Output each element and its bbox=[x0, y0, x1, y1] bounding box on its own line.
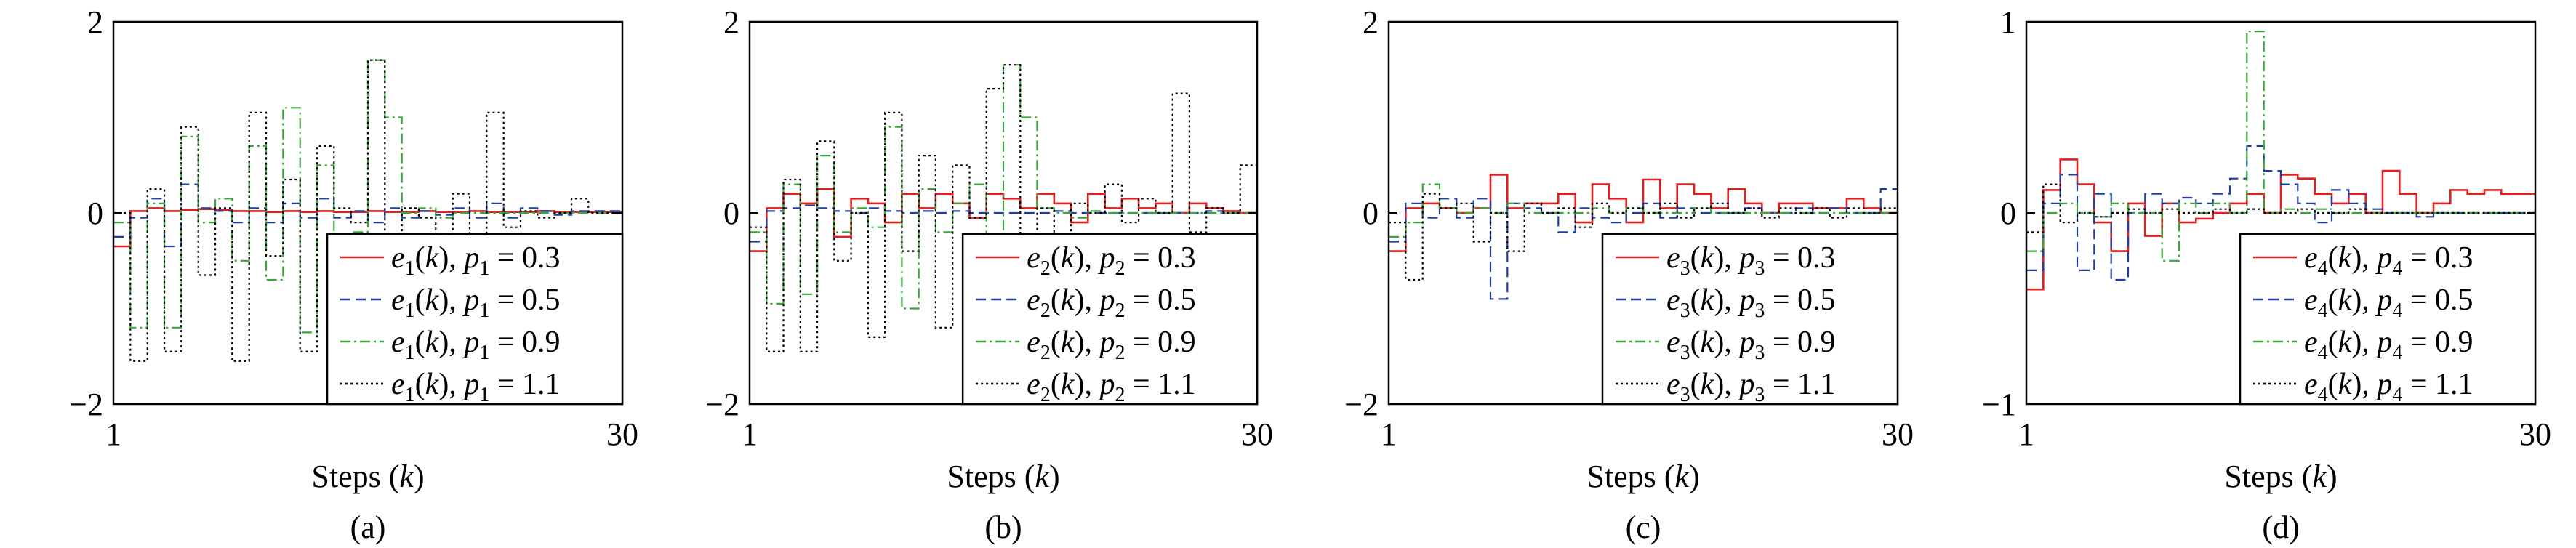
legend-entry: e2(k), p2 = 1.1 bbox=[1027, 368, 1196, 406]
subfigure-caption: (d) bbox=[2262, 509, 2299, 545]
legend-entry: e2(k), p2 = 0.3 bbox=[1027, 241, 1196, 280]
legend-box bbox=[326, 233, 624, 406]
legend-entry: e2(k), p2 = 0.9 bbox=[1027, 326, 1196, 364]
x-tick-label: 30 bbox=[1882, 416, 1914, 452]
legend: e4(k), p4 = 0.3e4(k), p4 = 0.5 e4(k), p4 … bbox=[2239, 233, 2537, 406]
legend-entry: e3(k), p3 = 0.3 bbox=[1666, 241, 1836, 280]
series-line-2 bbox=[1389, 188, 1898, 300]
x-axis-label: Steps (k) bbox=[947, 459, 1059, 494]
legend-entry: e1(k), p1 = 0.9 bbox=[391, 326, 561, 364]
x-tick-label: 30 bbox=[1241, 416, 1273, 452]
x-tick-label: 1 bbox=[1381, 416, 1397, 452]
x-axis-label: Steps (k) bbox=[311, 459, 424, 494]
y-tick-label: −2 bbox=[1344, 387, 1379, 422]
legend-entry: e1(k), p1 = 0.5 bbox=[391, 283, 561, 322]
series-line-4 bbox=[113, 59, 622, 362]
y-tick-label: 0 bbox=[87, 196, 103, 231]
legend-entry: e4(k), p4 = 0.9 bbox=[2304, 326, 2473, 364]
y-tick-label: 2 bbox=[1363, 4, 1379, 40]
legend-box bbox=[2239, 233, 2537, 406]
y-tick-label: 0 bbox=[1363, 196, 1379, 231]
legend: e1(k), p1 = 0.3e1(k), p1 = 0.5 e1(k), p1 … bbox=[326, 233, 624, 406]
y-tick-label: −2 bbox=[69, 387, 103, 422]
legend: e2(k), p2 = 0.3e2(k), p2 = 0.5 e2(k), p2 … bbox=[961, 233, 1259, 406]
series-line-1 bbox=[113, 207, 622, 248]
series-line-3 bbox=[113, 59, 622, 334]
y-tick-label: 0 bbox=[2000, 196, 2016, 231]
x-tick-label: 1 bbox=[2018, 416, 2034, 452]
legend-box bbox=[1601, 233, 1899, 406]
series-line-3 bbox=[1389, 183, 1898, 238]
legend-entry: e2(k), p2 = 0.5 bbox=[1027, 283, 1196, 322]
legend-entry: e4(k), p4 = 0.5 bbox=[2304, 283, 2473, 322]
subfigure-caption: (a) bbox=[350, 509, 386, 545]
legend-entry: e3(k), p3 = 0.5 bbox=[1666, 283, 1836, 322]
subfigure-caption: (b) bbox=[984, 509, 1022, 545]
legend: e3(k), p3 = 0.3e3(k), p3 = 0.5 e3(k), p3 … bbox=[1601, 233, 1899, 406]
x-axis-label: Steps (k) bbox=[2224, 459, 2337, 494]
legend-entry: e4(k), p4 = 0.3 bbox=[2304, 241, 2473, 280]
y-tick-label: 2 bbox=[723, 4, 739, 40]
y-tick-label: 0 bbox=[723, 196, 739, 231]
legend-entry: e1(k), p1 = 1.1 bbox=[391, 368, 561, 406]
legend-entry: e3(k), p3 = 0.9 bbox=[1666, 326, 1836, 364]
legend-entry: e3(k), p3 = 1.1 bbox=[1666, 368, 1836, 406]
legend-entry: e4(k), p4 = 1.1 bbox=[2304, 368, 2473, 406]
x-tick-label: 1 bbox=[742, 416, 758, 452]
x-tick-label: 30 bbox=[2519, 416, 2551, 452]
series-line-4 bbox=[2026, 183, 2535, 233]
x-tick-label: 30 bbox=[606, 416, 638, 452]
x-axis-label: Steps (k) bbox=[1586, 459, 1699, 494]
series-line-3 bbox=[750, 64, 1257, 310]
y-tick-label: 1 bbox=[2000, 4, 2016, 40]
series-line-3 bbox=[2026, 31, 2535, 262]
legend-entry: e1(k), p1 = 0.3 bbox=[391, 241, 561, 280]
y-tick-label: 2 bbox=[87, 4, 103, 40]
y-tick-label: −1 bbox=[1982, 387, 2016, 422]
x-tick-label: 1 bbox=[105, 416, 121, 452]
subfigure-caption: (c) bbox=[1626, 509, 1661, 545]
legend-box bbox=[961, 233, 1259, 406]
y-tick-label: −2 bbox=[705, 387, 739, 422]
